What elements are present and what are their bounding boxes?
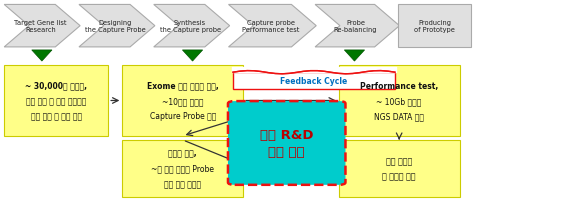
Text: Performance test,: Performance test, — [360, 81, 438, 90]
Text: ~ 30,000개 유전자,: ~ 30,000개 유전자, — [25, 81, 87, 90]
FancyBboxPatch shape — [233, 73, 395, 90]
Text: Target Gene list
Research: Target Gene list Research — [14, 20, 67, 33]
Bar — [122, 66, 243, 136]
Polygon shape — [32, 51, 52, 62]
Polygon shape — [315, 6, 399, 48]
Bar — [4, 66, 108, 136]
Text: Synthesis
the Capture probe: Synthesis the Capture probe — [160, 20, 221, 33]
Text: Designing
the Capture Probe: Designing the Capture Probe — [85, 20, 146, 33]
Text: 추가 합성 필요함: 추가 합성 필요함 — [164, 179, 201, 188]
Bar — [339, 66, 459, 136]
Text: NGS DATA 요구: NGS DATA 요구 — [374, 112, 424, 121]
Bar — [122, 140, 243, 197]
Polygon shape — [79, 6, 155, 48]
Text: Exome 대상 유전자 포획,: Exome 대상 유전자 포획, — [147, 81, 219, 90]
Polygon shape — [228, 6, 316, 48]
FancyBboxPatch shape — [228, 102, 345, 185]
Polygon shape — [154, 6, 229, 48]
Text: ~ 10Gb 이상의: ~ 10Gb 이상의 — [376, 96, 422, 105]
Text: 대한 조사 및 선정 필요: 대한 조사 및 선정 필요 — [31, 112, 82, 121]
Text: 유전 질환 및 관심 유전자에: 유전 질환 및 관심 유전자에 — [26, 96, 86, 105]
Text: Capture Probe 합성: Capture Probe 합성 — [150, 112, 216, 121]
Text: Probe
Re-balancing: Probe Re-balancing — [334, 20, 377, 33]
Polygon shape — [182, 51, 203, 62]
Text: 및 균일성 확인: 및 균일성 확인 — [383, 172, 416, 180]
Text: 포획 효율성: 포획 효율성 — [386, 156, 412, 165]
Text: ~수 만개 이상의 Probe: ~수 만개 이상의 Probe — [151, 164, 214, 173]
Text: 높은 R&D
비용 필요: 높은 R&D 비용 필요 — [260, 128, 314, 158]
Polygon shape — [398, 6, 471, 48]
Polygon shape — [344, 51, 364, 62]
Bar — [339, 140, 459, 197]
Text: Producing
of Prototype: Producing of Prototype — [414, 20, 455, 33]
Text: Feedback Cycle: Feedback Cycle — [280, 77, 347, 86]
Text: ~10만개 이상의: ~10만개 이상의 — [162, 96, 203, 105]
Text: Capture probe
Performance test: Capture probe Performance test — [242, 20, 299, 33]
Text: 균일한 포획,: 균일한 포획, — [168, 149, 197, 158]
Polygon shape — [4, 6, 80, 48]
